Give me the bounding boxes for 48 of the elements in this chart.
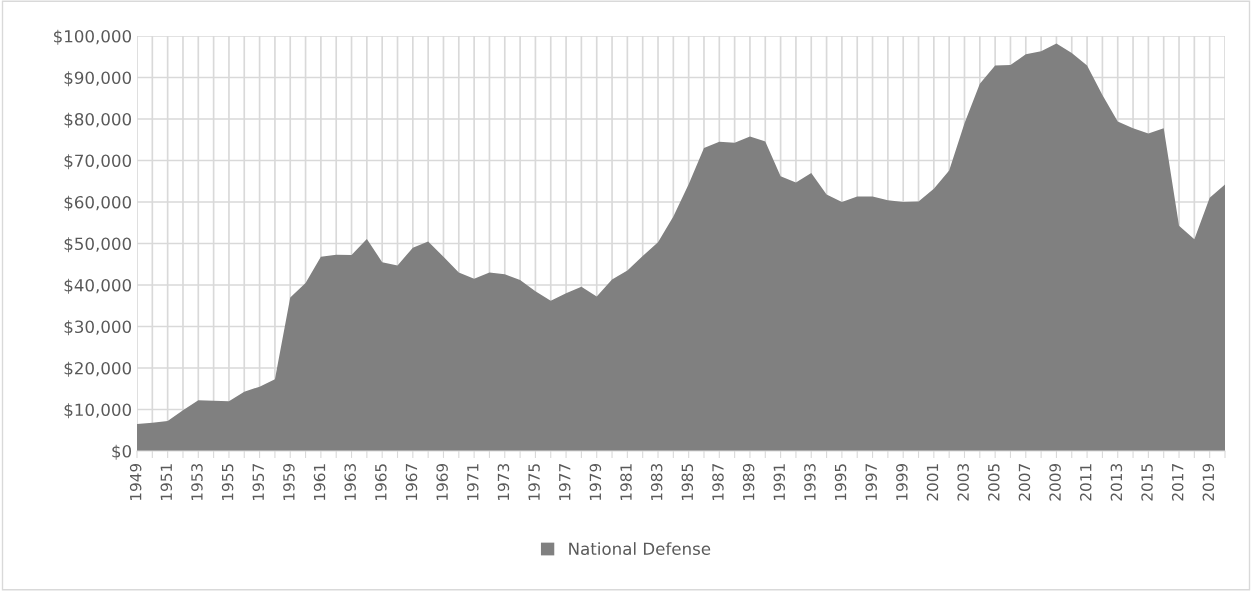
- y-tick-label: $50,000: [64, 237, 132, 253]
- y-tick-label: $20,000: [64, 361, 132, 377]
- y-tick-label: $40,000: [64, 278, 132, 294]
- x-tick-label: 1965: [375, 464, 387, 501]
- x-tick-label: 1967: [405, 464, 418, 501]
- x-tick-label: 2019: [1202, 463, 1215, 501]
- y-tick-label: $0: [112, 444, 132, 460]
- x-tick-label: 2009: [1049, 463, 1061, 501]
- x-tick-label: 1953: [191, 464, 203, 501]
- x-tick-label: 2013: [1110, 464, 1123, 501]
- x-tick-label: 1983: [650, 464, 663, 501]
- x-tick-label: 1973: [497, 464, 510, 501]
- x-tick-label: 1951: [160, 464, 173, 501]
- x-tick-label: 1957: [252, 464, 265, 501]
- y-tick-label: $70,000: [64, 154, 132, 170]
- x-tick-label: 1989: [742, 463, 755, 501]
- x-tick-label: 1991: [773, 464, 786, 501]
- x-tick-label: 2017: [1171, 464, 1184, 501]
- y-tick-label: $100,000: [54, 29, 132, 45]
- x-tick-label: 1961: [313, 464, 326, 501]
- x-tick-label: 1995: [834, 464, 847, 501]
- x-tick-label: 1979: [589, 463, 602, 501]
- x-tick-label: 1987: [712, 464, 724, 501]
- x-tick-label: 2011: [1079, 464, 1092, 501]
- x-tick-label: 2005: [988, 464, 1000, 501]
- x-tick-label: 1993: [804, 464, 816, 501]
- x-tick-label: 1949: [129, 463, 142, 501]
- x-tick-label: 1969: [436, 463, 448, 501]
- y-tick-label: $60,000: [64, 195, 132, 211]
- x-tick-label: 2001: [926, 464, 939, 501]
- x-tick-label: 2015: [1141, 464, 1153, 501]
- legend-label: National Defense: [569, 542, 711, 556]
- x-tick-label: 1955: [221, 464, 234, 501]
- x-tick-label: 1963: [344, 464, 356, 501]
- x-tick-label: 1971: [467, 464, 479, 501]
- x-tick-label: 1997: [865, 464, 877, 501]
- x-tick-label: 1977: [558, 464, 571, 501]
- x-tick-label: 1975: [528, 464, 540, 501]
- x-tick-label: 1959: [283, 463, 295, 501]
- x-tick-label: 2003: [957, 464, 969, 501]
- x-tick-label: 2007: [1018, 464, 1031, 501]
- x-tick-label: 1999: [896, 463, 908, 501]
- y-tick-label: $80,000: [64, 112, 132, 128]
- y-tick-label: $30,000: [64, 320, 132, 336]
- x-tick-label: 1981: [620, 464, 632, 501]
- y-tick-label: $90,000: [64, 71, 132, 87]
- y-tick-label: $10,000: [64, 403, 132, 419]
- x-tick-label: 1985: [681, 464, 694, 501]
